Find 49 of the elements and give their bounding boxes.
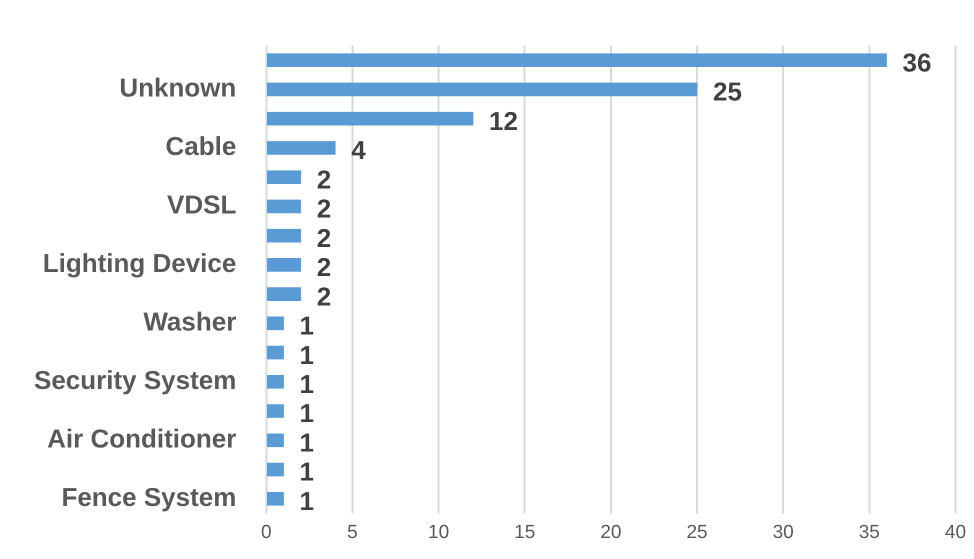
data-label: 1 [300,398,314,428]
data-label: 2 [316,164,332,194]
x-tick-label: 30 [772,522,794,544]
y-tick-label: Unknown [119,72,236,103]
bar [266,287,302,301]
bar [266,375,284,389]
bar [266,492,284,506]
data-label: 1 [300,340,314,370]
x-tick-label: 40 [944,522,966,544]
bar [266,141,336,155]
y-tick-label: Fence System [61,482,236,512]
x-tick-label: 0 [261,522,272,544]
bar [266,462,284,476]
y-tick-label: Cable [166,131,236,162]
data-label: 2 [316,194,332,224]
y-tick-label: Washer [143,306,236,337]
data-label: 2 [316,252,332,282]
x-tick-label: 10 [428,522,450,544]
x-tick-label: 15 [514,522,536,544]
bar [266,433,284,448]
data-label: 25 [713,76,742,107]
bar [266,228,302,242]
y-tick-label: Air Conditioner [47,423,236,454]
bar [266,346,284,360]
bar [266,112,474,126]
x-tick-label: 35 [858,522,880,544]
data-label: 2 [316,281,332,312]
data-label: 1 [300,456,314,487]
data-label: 1 [300,486,314,516]
data-label: 2 [316,222,332,253]
data-label: 36 [902,47,932,78]
data-label: 1 [300,369,314,400]
x-tick-label: 25 [686,522,708,544]
data-label: 4 [351,135,366,166]
y-tick-label: Lighting Device [42,248,236,278]
bar [266,316,284,330]
bar [266,170,302,184]
bar [266,82,698,96]
data-label: 12 [489,106,518,136]
data-label: 1 [300,310,314,341]
bar [266,404,284,418]
y-tick-label: VDSL [166,190,236,220]
y-tick-label: Security System [34,365,236,396]
x-tick-label: 20 [600,522,622,544]
data-label: 1 [300,427,314,458]
bar [266,200,302,214]
bar [266,258,302,272]
bar [266,53,887,68]
x-tick-label: 5 [347,522,358,544]
